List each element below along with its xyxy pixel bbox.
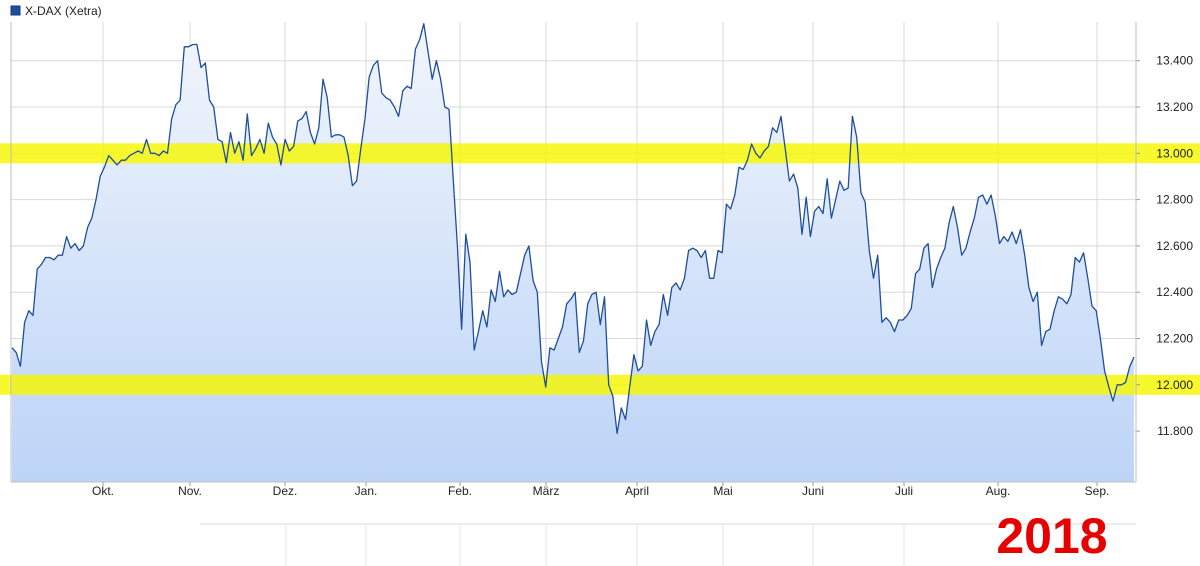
legend-swatch xyxy=(10,5,21,16)
x-tick-label: April xyxy=(625,484,649,498)
highlight-band-12000 xyxy=(0,374,1200,395)
legend: X-DAX (Xetra) xyxy=(10,4,102,18)
y-tick-label: 12.400 xyxy=(1156,285,1193,299)
price-line-group xyxy=(11,23,1135,435)
y-tick-label: 12.200 xyxy=(1156,332,1193,346)
x-axis: Okt. Nov. Dez. Jan. Feb. März April Mai Juni Juli… xyxy=(92,482,1109,498)
price-area xyxy=(12,23,1134,482)
y-tick-label: 12.800 xyxy=(1156,193,1193,207)
year-label: 2018 xyxy=(996,508,1107,564)
x-tick-label: Jan. xyxy=(355,484,378,498)
x-tick-label: Sep. xyxy=(1085,484,1110,498)
y-tick-label: 13.400 xyxy=(1156,54,1193,68)
y-tick-label: 13.000 xyxy=(1156,146,1193,160)
price-line xyxy=(11,23,1135,435)
price-area-fill xyxy=(12,23,1134,482)
x-tick-label: Okt. xyxy=(92,484,114,498)
x-tick-label: Feb. xyxy=(448,484,472,498)
x-tick-label: Nov. xyxy=(178,484,202,498)
y-axis: 11.800 12.000 12.200 12.400 12.600 12.800 13.0… xyxy=(1136,54,1193,438)
x-tick-label: Juni xyxy=(802,484,824,498)
x-tick-label: Dez. xyxy=(273,484,298,498)
highlight-bands xyxy=(0,143,1200,395)
x-tick-label: Juli xyxy=(895,484,913,498)
highlight-band-13000 xyxy=(0,143,1200,164)
y-tick-label: 12.000 xyxy=(1156,378,1193,392)
legend-label: X-DAX (Xetra) xyxy=(25,4,102,18)
y-tick-label: 11.800 xyxy=(1157,424,1193,438)
x-tick-label: Aug. xyxy=(986,484,1011,498)
y-tick-label: 13.200 xyxy=(1156,100,1193,114)
lower-grid xyxy=(200,523,1136,566)
y-tick-label: 12.600 xyxy=(1156,239,1193,253)
x-tick-label: Mai xyxy=(713,484,732,498)
x-tick-label: März xyxy=(533,484,560,498)
